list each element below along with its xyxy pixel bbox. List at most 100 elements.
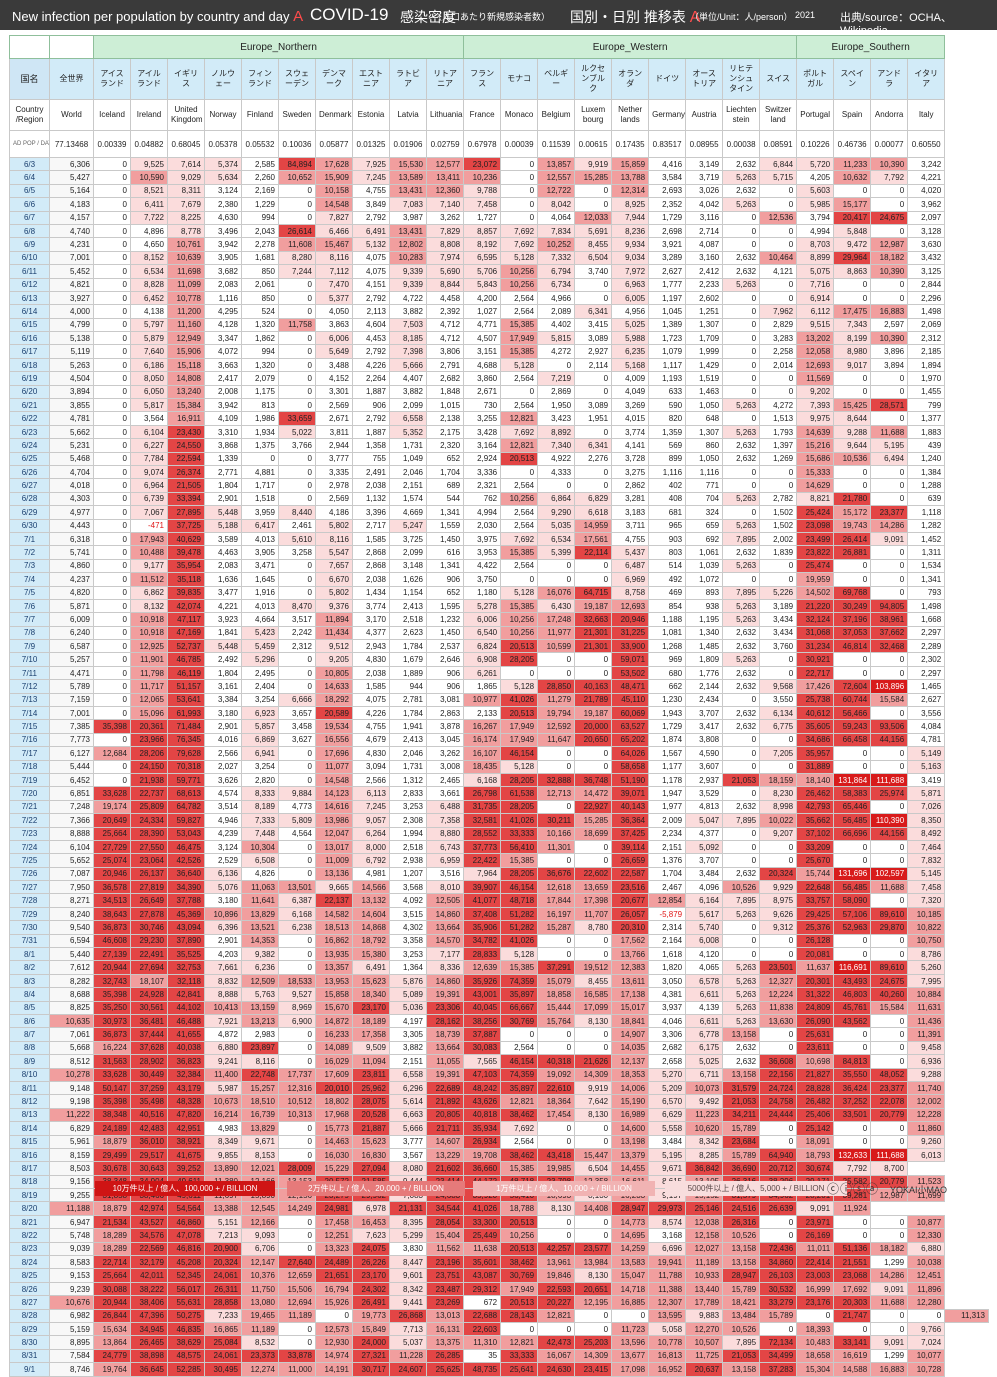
value-cell: 0 xyxy=(574,759,613,774)
value-cell: 0 xyxy=(574,1027,613,1042)
value-cell: 5,666 xyxy=(389,1121,427,1136)
value-cell: 1,865 xyxy=(463,679,502,694)
value-cell: 1,045 xyxy=(648,304,687,319)
value-cell: 3,161 xyxy=(204,679,242,694)
value-cell: 2,099 xyxy=(389,545,427,560)
value-cell: 5,138 xyxy=(49,331,94,346)
value-cell: 12,802 xyxy=(389,237,427,252)
value-cell: 17,562 xyxy=(611,933,650,949)
value-cell: 16,885 xyxy=(611,1295,650,1310)
value-cell: 0 xyxy=(722,304,761,319)
value-cell: 0 xyxy=(574,464,613,480)
value-cell: 13,013 xyxy=(425,1308,465,1323)
value-cell: 23,003 xyxy=(796,1268,835,1283)
value-cell: 16,830 xyxy=(352,1147,390,1163)
value-cell: 131,864 xyxy=(833,772,872,788)
value-cell: 0 xyxy=(759,290,798,306)
column-en-switzer-land: Switzer land xyxy=(759,99,798,131)
value-cell: 6,396 xyxy=(204,920,242,935)
value-cell: 5,690 xyxy=(425,264,465,279)
table-row: 7/21 7,248 19,174 25,809 64,782 3,514 8,189 4,7… xyxy=(9,799,989,815)
value-cell: 18,289 xyxy=(93,1241,131,1257)
value-cell: 20,637 xyxy=(685,1362,724,1377)
value-cell: 31,563 xyxy=(93,1054,131,1069)
value-cell: 0 xyxy=(93,411,131,426)
date-cell: 6/10 xyxy=(9,250,50,266)
value-cell: 3,942 xyxy=(204,237,242,252)
value-cell: 13,788 xyxy=(611,170,650,185)
table-row: 6/3 6,306 0 9,525 7,614 5,374 2,585 84,894 17,62… xyxy=(9,156,989,172)
value-cell: 15,764 xyxy=(537,1013,576,1029)
value-cell: 4,049 xyxy=(611,384,650,400)
value-cell: 12,158 xyxy=(685,1228,724,1243)
value-cell: 10,728 xyxy=(907,1362,946,1377)
value-cell: 4,922 xyxy=(537,451,576,466)
value-cell: 1,916 xyxy=(241,585,279,600)
value-cell: 116,691 xyxy=(833,960,872,975)
column-en-iceland: Iceland xyxy=(93,99,131,131)
value-cell: 2,564 xyxy=(500,558,539,574)
value-cell: 7,792 xyxy=(870,170,909,185)
column-jp-finland: フィンランド xyxy=(241,58,279,100)
value-cell: 3,094 xyxy=(352,759,390,774)
value-cell: 9,644 xyxy=(833,438,872,453)
value-cell: 28,850 xyxy=(537,679,576,694)
value-cell: 2,698 xyxy=(648,223,687,239)
value-cell: 12,509 xyxy=(241,973,279,989)
value-cell: 13,388 xyxy=(204,1201,242,1216)
value-cell: 7,159 xyxy=(49,692,94,708)
value-cell: 13,431 xyxy=(389,183,427,199)
value-cell: 3,164 xyxy=(463,438,502,453)
value-cell: 10,390 xyxy=(870,264,909,279)
value-cell: 10,526 xyxy=(722,880,761,895)
value-cell: 26,285 xyxy=(425,1348,465,1364)
value-cell: 35,926 xyxy=(463,973,502,989)
value-cell: 13,136 xyxy=(315,866,353,882)
value-cell: 5,423 xyxy=(241,625,279,641)
table-row: 7/16 7,773 0 23,966 76,345 4,016 6,869 3,627 16,… xyxy=(9,732,989,748)
value-cell: 6,235 xyxy=(611,344,650,359)
value-cell: 20,900 xyxy=(204,1241,242,1257)
value-cell: 26,491 xyxy=(352,1295,390,1310)
value-cell: 33,209 xyxy=(796,839,835,855)
value-cell: 30,088 xyxy=(93,1281,131,1297)
value-cell: 4,781 xyxy=(907,732,946,748)
value-cell: 0 xyxy=(278,1134,316,1149)
value-cell: 5,164 xyxy=(49,183,94,199)
value-cell: 2,862 xyxy=(611,478,650,493)
value-cell: 16,585 xyxy=(574,987,613,1002)
value-cell: 38,629 xyxy=(167,1335,205,1350)
value-cell: 1,727 xyxy=(463,210,502,225)
value-cell: 21,602 xyxy=(425,1161,465,1176)
value-cell: 6,112 xyxy=(796,304,835,319)
value-cell: 2,278 xyxy=(241,237,279,252)
value-cell: 20,361 xyxy=(130,719,168,734)
value-cell: 12,618 xyxy=(537,880,576,895)
value-cell: 11,233 xyxy=(833,156,872,172)
value-cell: 47,396 xyxy=(130,1308,168,1323)
value-cell: 38,222 xyxy=(130,1281,168,1297)
value-cell: 7,921 xyxy=(204,1013,242,1029)
value-cell: 48,052 xyxy=(870,1067,909,1082)
value-cell: 11,798 xyxy=(130,665,168,681)
value-cell: 36,676 xyxy=(537,866,576,882)
date-cell: 6/17 xyxy=(9,344,50,359)
value-cell: 0 xyxy=(574,572,613,587)
value-cell: 7,177 xyxy=(425,947,465,962)
value-cell: 27,321 xyxy=(352,1348,390,1364)
value-cell: 2,564 xyxy=(500,371,539,386)
value-cell: 3,774 xyxy=(352,598,390,614)
value-cell: 15,530 xyxy=(389,156,427,172)
value-cell: 61,538 xyxy=(500,786,539,801)
value-cell: 36,424 xyxy=(833,1080,872,1096)
value-cell: 20,513 xyxy=(500,1295,539,1310)
value-cell: 408 xyxy=(648,491,687,507)
value-cell: 7,333 xyxy=(241,813,279,828)
column-en-liechten-stein: Liechten stein xyxy=(722,99,761,131)
value-cell: 5,149 xyxy=(907,746,946,761)
value-cell: 2,869 xyxy=(537,384,576,400)
value-cell: 0 xyxy=(870,384,909,400)
value-cell: 36,364 xyxy=(611,813,650,828)
value-cell: 0 xyxy=(722,746,761,761)
value-cell: 3,045 xyxy=(425,732,465,748)
